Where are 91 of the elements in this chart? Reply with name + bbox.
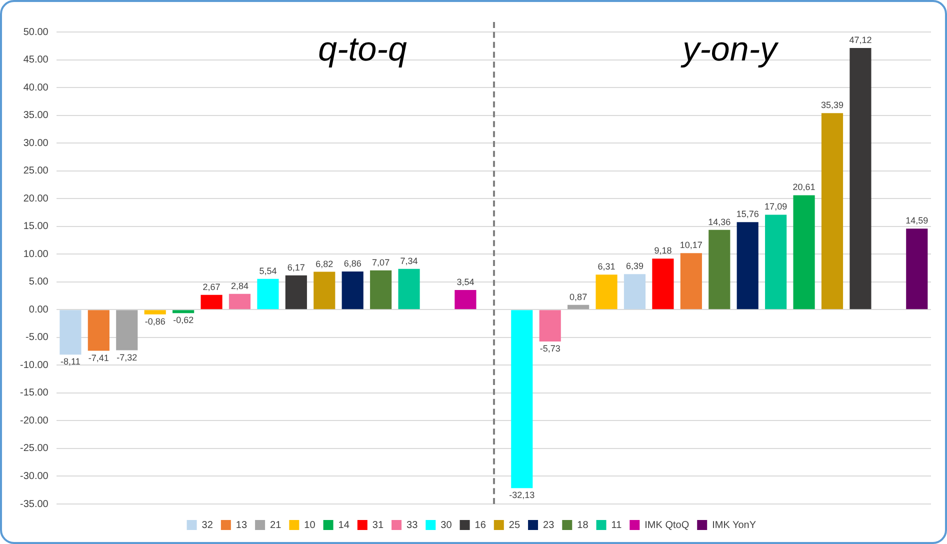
y-tick-label: -15.00	[20, 388, 49, 399]
data-label: -7,41	[88, 352, 109, 363]
bar	[172, 310, 194, 314]
y-tick-label: -35.00	[20, 498, 49, 510]
bar	[342, 272, 364, 310]
data-label: -0,86	[144, 316, 166, 326]
bar	[568, 304, 590, 310]
annotation: q-to-q	[318, 30, 407, 68]
data-label: -32,13	[509, 490, 535, 500]
legend-label: 14	[338, 520, 350, 531]
data-label: 35,39	[820, 100, 844, 110]
bar	[680, 253, 702, 310]
legend-label: IMK QtoQ	[644, 520, 690, 531]
bar	[285, 275, 307, 310]
bar	[144, 310, 166, 314]
data-label: 9,18	[654, 246, 672, 256]
legend-label: 33	[406, 520, 418, 531]
y-tick-label: 35.00	[23, 110, 49, 122]
y-tick-label: -20.00	[20, 415, 49, 426]
data-label: 2,67	[202, 282, 220, 292]
bar	[539, 310, 561, 342]
data-label: 20,61	[792, 182, 816, 192]
y-tick-label: 50.00	[23, 26, 49, 38]
y-tick-label: 0.00	[28, 304, 49, 316]
bar	[257, 278, 279, 310]
data-label: 7,34	[400, 256, 418, 266]
bar	[596, 274, 618, 310]
y-tick-label: 10.00	[23, 248, 49, 260]
data-label: 5,54	[259, 266, 277, 276]
legend-label: 23	[543, 520, 555, 531]
legend-label: IMK YonY	[712, 520, 756, 531]
data-label: -5,73	[540, 343, 560, 354]
data-label: 7,07	[372, 257, 390, 268]
data-label: 47,12	[849, 34, 872, 45]
y-tick-label: -10.00	[20, 360, 49, 371]
bar	[624, 274, 646, 310]
bar	[88, 310, 110, 351]
data-label: 2,84	[230, 280, 249, 291]
y-tick-label: 25.00	[23, 166, 49, 177]
data-label: -8,11	[60, 356, 80, 367]
bar	[228, 294, 251, 310]
bar	[850, 48, 872, 310]
legend-label: 30	[440, 520, 452, 531]
bar	[370, 270, 392, 310]
y-tick-label: -25.00	[20, 443, 49, 454]
bar	[200, 294, 222, 310]
y-tick-label: 15.00	[23, 221, 49, 232]
bar	[511, 310, 533, 488]
bar	[652, 258, 674, 310]
bar	[793, 195, 815, 310]
legend-label: 16	[474, 520, 486, 531]
bar	[906, 228, 928, 310]
y-tick-label: 20.00	[23, 193, 49, 204]
bar	[736, 222, 758, 310]
bar	[116, 310, 138, 350]
bar	[60, 310, 82, 355]
bar	[454, 290, 476, 310]
data-label: 6,82	[316, 258, 334, 269]
data-label: 6,17	[287, 262, 305, 272]
y-tick-label: -5.00	[26, 332, 49, 344]
bar	[708, 230, 730, 310]
y-tick-label: 40.00	[23, 82, 49, 94]
legend-label: 13	[236, 520, 248, 531]
bar	[821, 113, 844, 310]
data-label: 6,86	[344, 258, 362, 269]
bar	[314, 272, 336, 310]
data-label: 17,09	[764, 202, 788, 212]
legend-label: 21	[270, 520, 282, 531]
data-label: 3,54	[456, 276, 474, 287]
data-label: 15,76	[736, 209, 759, 220]
y-tick-label: -30.00	[20, 470, 49, 482]
data-label: -0,62	[173, 315, 194, 326]
legend-label: 11	[611, 520, 622, 531]
legend-label: 31	[372, 520, 384, 531]
data-label: 14,59	[906, 216, 928, 226]
y-tick-label: 5.00	[28, 276, 49, 288]
y-tick-label: 45.00	[23, 54, 49, 66]
legend-label: 32	[202, 520, 214, 531]
data-label: 14,36	[708, 216, 731, 227]
data-label: 0,87	[570, 292, 588, 302]
bar	[398, 268, 420, 310]
data-label: 10,17	[680, 240, 702, 250]
data-label: -7,32	[116, 352, 138, 362]
data-label: 6,39	[626, 261, 644, 272]
y-tick-label: 30.00	[23, 138, 49, 149]
legend-label: 25	[508, 520, 520, 531]
legend-label: 10	[304, 520, 316, 531]
bar	[765, 214, 787, 310]
legend-label: 18	[577, 520, 589, 531]
data-label: 6,31	[598, 262, 616, 272]
annotation: y-on-y	[680, 30, 780, 68]
